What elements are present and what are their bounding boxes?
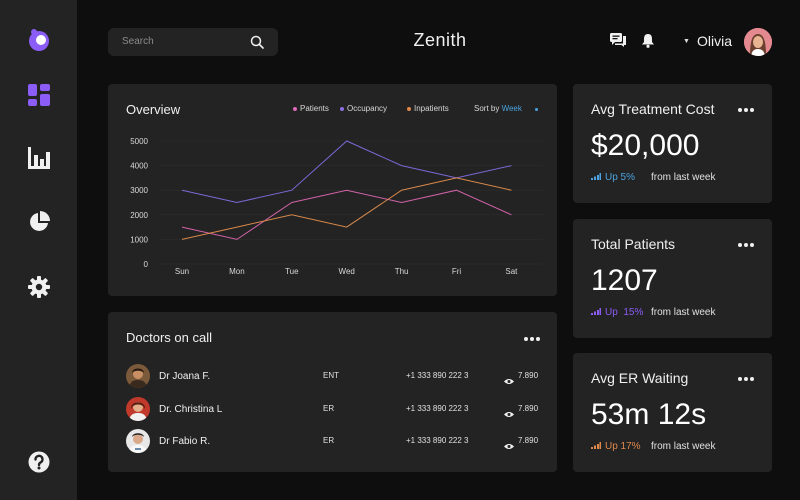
stat-trend-period: from last week xyxy=(651,441,716,452)
stat-value: 1207 xyxy=(591,264,658,297)
doctor-avatar xyxy=(126,364,150,388)
legend-patients-dot xyxy=(293,106,297,111)
legend-patients: Patients xyxy=(293,104,329,113)
doctor-name: Dr. Christina L xyxy=(159,404,223,415)
x-tick-label: Sat xyxy=(505,267,518,276)
stat-trend-label: Up 17% xyxy=(605,441,641,452)
eye-icon xyxy=(504,437,514,455)
series-line-occupancy xyxy=(181,140,512,204)
legend-inpatients-label: Inpatients xyxy=(414,104,449,113)
x-tick-label: Wed xyxy=(339,267,355,276)
pie-chart-icon[interactable] xyxy=(27,210,51,234)
stat-trend: Up 17% xyxy=(591,441,641,452)
stat-trend: Up 5% xyxy=(591,172,635,183)
doctor-dept: ER xyxy=(323,436,335,445)
sort-by-label: Sort by xyxy=(474,104,500,113)
legend-occupancy-dot xyxy=(340,106,344,111)
table-row[interactable]: Dr Fabio R. ER +1 333 890 222 3 7.890 xyxy=(126,429,541,453)
doctor-phone: +1 333 890 222 3 xyxy=(406,436,469,445)
trend-up-icon xyxy=(591,307,601,318)
settings-icon[interactable] xyxy=(27,275,51,299)
user-avatar[interactable] xyxy=(744,28,772,56)
x-tick-label: Sun xyxy=(175,267,189,276)
series-line-patients xyxy=(181,189,512,240)
legend-inpatients: Inpatients xyxy=(407,104,449,113)
trend-up-icon xyxy=(591,441,601,452)
stat-card-total-patients: Total Patients 1207 Up 15% from last wee… xyxy=(573,219,772,338)
sort-caret-icon[interactable] xyxy=(535,108,538,111)
chat-icon[interactable] xyxy=(610,33,626,53)
doctor-name: Dr Joana F. xyxy=(159,371,211,382)
bar-chart-icon[interactable] xyxy=(27,146,51,170)
stat-trend: Up 15% xyxy=(591,307,643,318)
table-row[interactable]: Dr. Christina L ER +1 333 890 222 3 7.89… xyxy=(126,397,541,421)
stat-more-icon[interactable] xyxy=(738,243,754,247)
help-icon[interactable] xyxy=(27,450,51,474)
doctor-avatar xyxy=(126,429,150,453)
stat-more-icon[interactable] xyxy=(738,108,754,112)
stat-trend-period: from last week xyxy=(651,307,716,318)
overview-line-chart: 0 1000 2000 3000 4000 5000 Sun Mon Tue Wed Thu Fri S… xyxy=(130,137,543,276)
x-tick-label: Tue xyxy=(285,267,299,276)
doctor-views: 7.890 xyxy=(518,404,539,413)
sidebar xyxy=(0,0,77,500)
stat-value: $20,000 xyxy=(591,129,700,162)
legend-inpatients-dot xyxy=(407,106,411,111)
stat-card-er-waiting: Avg ER Waiting 53m 12s Up 17% from last … xyxy=(573,353,772,472)
user-menu-caret-icon[interactable]: ▼ xyxy=(683,38,690,45)
legend-occupancy: Occupancy xyxy=(340,104,387,113)
x-tick-label: Mon xyxy=(229,267,245,276)
dashboard-icon[interactable] xyxy=(27,83,51,107)
stat-more-icon[interactable] xyxy=(738,377,754,381)
doctors-card: Doctors on call Dr Joana F. ENT +1 333 8… xyxy=(108,312,557,472)
y-tick-label: 2000 xyxy=(130,211,148,220)
y-tick-label: 3000 xyxy=(130,186,148,195)
eye-icon xyxy=(504,372,514,390)
doctor-dept: ER xyxy=(323,404,335,413)
app-title: Zenith xyxy=(413,30,467,50)
x-tick-label: Thu xyxy=(395,267,409,276)
y-tick-label: 1000 xyxy=(130,235,148,244)
doctor-views: 7.890 xyxy=(518,371,539,380)
doctor-phone: +1 333 890 222 3 xyxy=(406,404,469,413)
stat-card-treatment-cost: Avg Treatment Cost $20,000 Up 5% from la… xyxy=(573,84,772,203)
eye-icon xyxy=(504,405,514,423)
y-tick-label: 4000 xyxy=(130,162,148,171)
doctor-views: 7.890 xyxy=(518,436,539,445)
doctor-name: Dr Fabio R. xyxy=(159,436,211,447)
series-line-inpatients xyxy=(181,177,512,240)
y-tick-label: 5000 xyxy=(130,137,148,146)
stat-trend-period: from last week xyxy=(651,172,716,183)
sort-by-value[interactable]: Week xyxy=(501,104,522,113)
bell-icon[interactable] xyxy=(641,33,655,53)
search-bar[interactable]: Search xyxy=(108,28,278,56)
stat-title: Avg Treatment Cost xyxy=(591,101,715,117)
legend-patients-label: Patients xyxy=(300,104,329,113)
doctors-more-icon[interactable] xyxy=(524,337,540,341)
overview-card: Overview Patients Occupancy Inpatients S… xyxy=(108,84,557,296)
doctors-title: Doctors on call xyxy=(126,330,212,345)
overview-title: Overview xyxy=(126,102,181,117)
x-tick-label: Fri xyxy=(452,267,462,276)
search-icon[interactable] xyxy=(250,35,264,54)
doctor-dept: ENT xyxy=(323,371,339,380)
doctor-avatar xyxy=(126,397,150,421)
table-row[interactable]: Dr Joana F. ENT +1 333 890 222 3 7.890 xyxy=(126,364,541,388)
doctor-phone: +1 333 890 222 3 xyxy=(406,371,469,380)
sort-by-dropdown[interactable]: Sort by Week xyxy=(474,104,522,113)
stat-title: Avg ER Waiting xyxy=(591,370,689,386)
logo-icon[interactable] xyxy=(27,28,51,52)
user-name[interactable]: Olivia xyxy=(697,33,733,49)
trend-up-icon xyxy=(591,172,601,183)
legend-occupancy-label: Occupancy xyxy=(347,104,388,113)
stat-value: 53m 12s xyxy=(591,398,707,431)
stat-title: Total Patients xyxy=(591,236,676,252)
stat-trend-label: Up 15% xyxy=(605,307,644,318)
search-input[interactable]: Search xyxy=(122,36,154,47)
y-tick-label: 0 xyxy=(144,260,149,269)
stat-trend-label: Up 5% xyxy=(605,172,636,183)
